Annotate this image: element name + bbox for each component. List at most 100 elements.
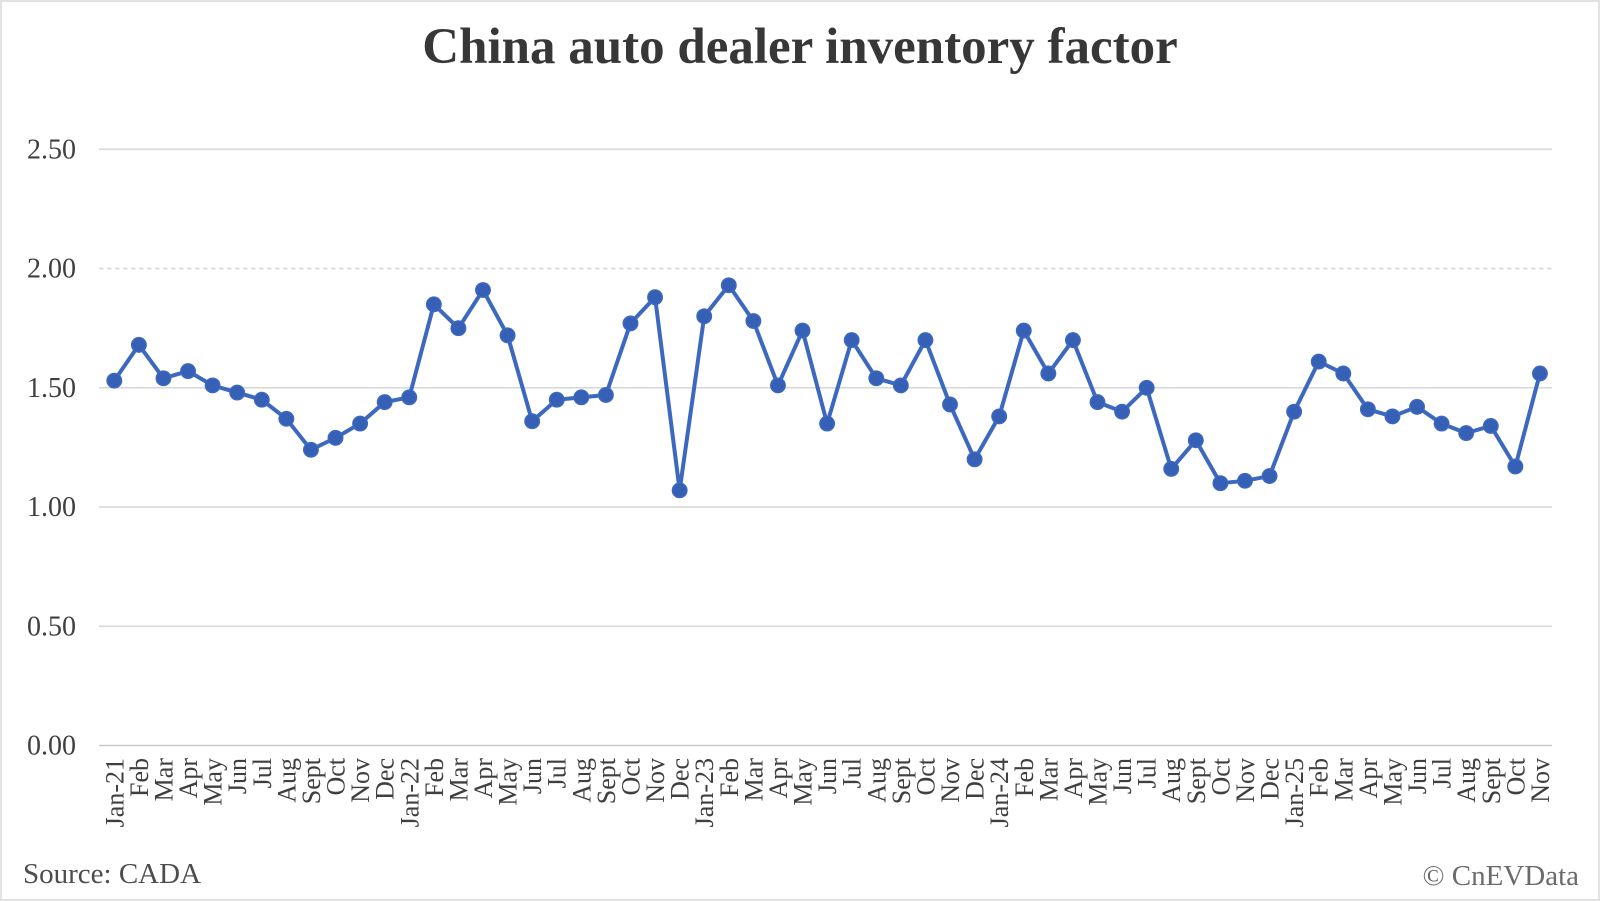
x-axis-tick-label: Apr [174, 758, 203, 799]
x-axis-tick-label: Aug [1157, 758, 1186, 803]
data-point-marker [376, 394, 393, 411]
x-axis-tick-label: Oct [322, 757, 351, 795]
data-point-marker [573, 389, 590, 406]
x-axis-tick-label: Sept [297, 757, 326, 804]
data-point-marker [1458, 425, 1475, 442]
data-point-marker [942, 396, 958, 413]
data-point-marker [1163, 460, 1180, 477]
data-point-marker [671, 482, 688, 499]
data-point-marker [1507, 458, 1524, 475]
x-axis-tick-label: Aug [272, 758, 301, 803]
y-axis-tick-label: 1.50 [27, 373, 76, 404]
x-axis-tick-label: Jul [1428, 758, 1457, 788]
x-axis-tick-label: May [1084, 758, 1113, 806]
x-axis-tick-label: Jun [1108, 758, 1137, 794]
data-point-marker [597, 387, 614, 403]
chart-title: China auto dealer inventory factor [422, 19, 1178, 75]
data-point-marker [770, 377, 786, 394]
data-point-marker [1237, 472, 1253, 489]
data-point-marker [229, 384, 246, 401]
data-point-marker [1212, 475, 1229, 492]
data-point-marker [499, 327, 516, 344]
data-point-marker [647, 289, 664, 306]
data-point-marker [720, 277, 737, 294]
data-point-marker [401, 389, 418, 406]
x-axis-tick-label: May [1378, 758, 1407, 806]
data-point-marker [843, 332, 860, 349]
x-axis-tick-label: Jul [248, 758, 277, 788]
x-axis-tick-label: Mar [1329, 758, 1358, 802]
x-axis-tick-label: Jul [1133, 758, 1162, 788]
data-point-marker [180, 363, 196, 380]
data-point-marker [1040, 365, 1057, 382]
x-axis-tick-label: Nov [346, 758, 375, 803]
data-point-marker [868, 370, 885, 387]
x-axis-tick-label: Dec [666, 758, 695, 800]
data-point-marker [1409, 398, 1425, 415]
x-axis-tick-label: Nov [1526, 758, 1555, 803]
data-point-marker [892, 377, 909, 394]
data-point-marker [696, 308, 713, 325]
data-point-marker [1531, 365, 1548, 382]
x-axis-tick-label: Dec [1256, 758, 1285, 800]
data-point-marker [106, 372, 123, 389]
x-axis-tick-label: Jun [518, 758, 547, 794]
y-axis-tick-label: 1.00 [27, 492, 76, 523]
x-axis-tick-label: May [789, 758, 818, 806]
data-point-marker [917, 332, 934, 349]
x-axis-tick-label: Feb [1305, 758, 1334, 797]
data-point-marker [1138, 379, 1155, 396]
data-point-marker [991, 408, 1008, 425]
data-point-marker [548, 391, 565, 408]
x-axis-tick-label: May [199, 758, 228, 806]
x-axis-tick-label: Apr [469, 758, 498, 799]
copyright-watermark: © CnEVData [1422, 860, 1579, 892]
data-point-marker [1187, 432, 1204, 449]
x-axis-tick-label: Sept [1182, 757, 1211, 804]
x-axis-tick-label: May [494, 758, 523, 806]
x-axis-tick-label: Sept [887, 757, 916, 804]
data-point-marker [1384, 408, 1401, 425]
data-point-marker [253, 391, 270, 408]
x-axis-tick-label: Mar [444, 758, 473, 802]
data-point-marker [1433, 415, 1450, 432]
x-axis-tick-label: Mar [1034, 758, 1063, 802]
x-axis-tick-label: Jun [223, 758, 252, 794]
data-point-marker [1482, 418, 1499, 434]
x-axis-tick-label: Jan-24 [985, 758, 1014, 827]
data-point-marker [204, 377, 221, 394]
x-axis-tick-label: Aug [1452, 758, 1481, 803]
x-axis-tick-label: Oct [1206, 757, 1235, 795]
data-point-marker [475, 282, 491, 298]
y-axis-tick-label: 0.50 [27, 611, 76, 642]
x-axis-tick-label: Nov [1231, 758, 1260, 803]
data-point-marker [794, 322, 811, 339]
x-axis-tick-label: Jan-25 [1280, 758, 1309, 827]
data-point-marker [966, 451, 983, 468]
x-axis-tick-label: Dec [961, 758, 990, 800]
data-point-marker [1359, 401, 1376, 418]
data-point-marker [155, 370, 172, 387]
x-axis-tick-label: Jan-23 [690, 758, 719, 827]
x-axis-tick-label: Apr [764, 758, 793, 799]
data-point-marker [819, 415, 836, 432]
data-point-marker [352, 415, 369, 432]
x-axis-tick-label: Nov [936, 758, 965, 803]
x-axis-tick-label: Nov [641, 758, 670, 803]
x-axis-tick-label: Jan-21 [100, 758, 129, 827]
data-point-marker [524, 413, 541, 430]
x-axis-tick-label: Sept [592, 757, 621, 804]
y-axis-tick-label: 2.00 [27, 254, 76, 285]
x-axis-tick-label: Dec [371, 758, 400, 800]
x-axis-tick-label: Feb [1010, 758, 1039, 797]
x-axis-tick-label: Oct [1501, 757, 1530, 795]
data-point-marker [1286, 403, 1303, 420]
x-axis-tick-label: Jun [1403, 758, 1432, 794]
x-axis-tick-label: Apr [1354, 758, 1383, 799]
x-axis-tick-label: Jan-22 [395, 758, 424, 827]
data-point-marker [1015, 322, 1032, 339]
x-axis-tick-label: Mar [149, 758, 178, 802]
data-point-marker [425, 296, 442, 313]
x-axis-tick-label: Sept [1477, 757, 1506, 804]
